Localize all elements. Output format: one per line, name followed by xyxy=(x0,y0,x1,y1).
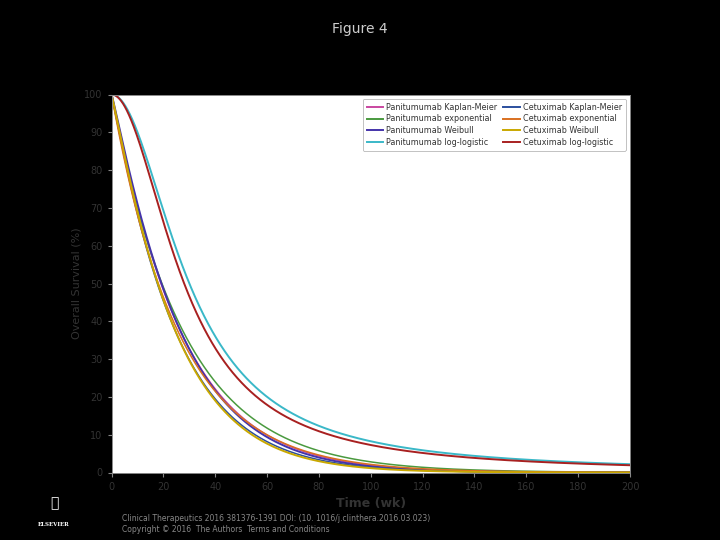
Text: Figure 4: Figure 4 xyxy=(332,22,388,36)
X-axis label: Time (wk): Time (wk) xyxy=(336,497,406,510)
Text: ELSEVIER: ELSEVIER xyxy=(38,522,70,527)
Text: Copyright © 2016  The Authors  Terms and Conditions: Copyright © 2016 The Authors Terms and C… xyxy=(122,525,330,534)
Text: Clinical Therapeutics 2016 381376-1391 DOI: (10. 1016/j.clinthera.2016.03.023): Clinical Therapeutics 2016 381376-1391 D… xyxy=(122,514,431,523)
Legend: Panitumumab Kaplan-Meier, Panitumumab exponential, Panitumumab Weibull, Panitumu: Panitumumab Kaplan-Meier, Panitumumab ex… xyxy=(363,98,626,151)
Y-axis label: Overall Survival (%): Overall Survival (%) xyxy=(71,228,81,339)
Text: 🌿: 🌿 xyxy=(50,497,58,510)
